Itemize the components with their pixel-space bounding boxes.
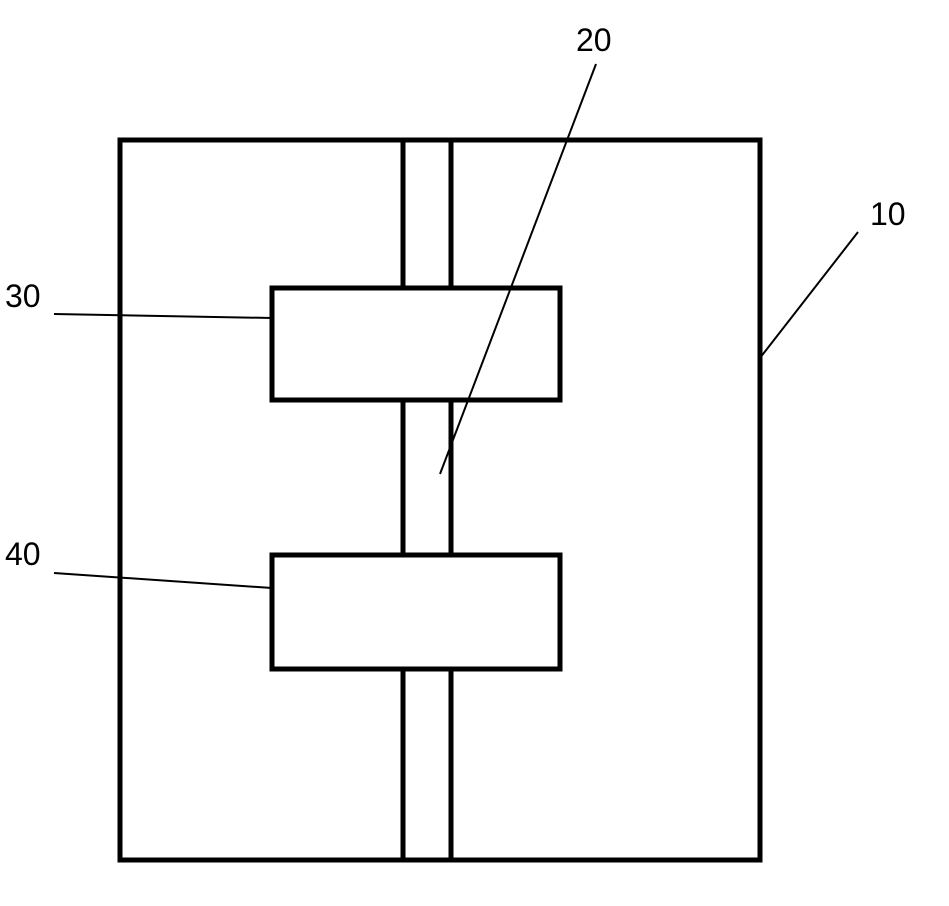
diagram-svg — [0, 0, 949, 906]
vertical-bar — [403, 140, 451, 860]
lower-block — [272, 555, 560, 669]
label-30: 30 — [5, 278, 41, 315]
upper-block — [272, 288, 560, 400]
label-40: 40 — [5, 536, 41, 573]
label-20: 20 — [576, 22, 612, 59]
leader-10 — [760, 232, 858, 358]
label-10: 10 — [870, 196, 906, 233]
